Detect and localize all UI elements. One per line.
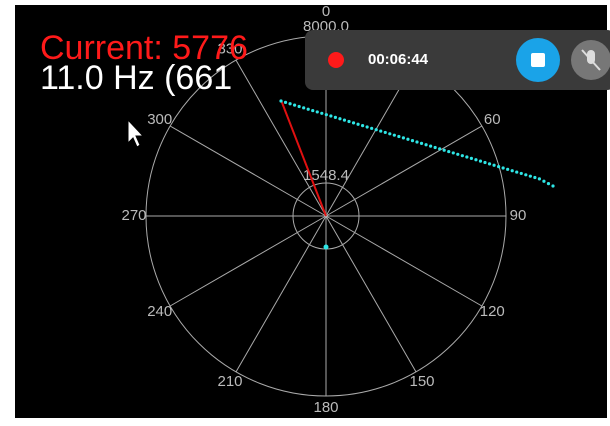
trace-dot [329, 114, 333, 118]
recorder-background [305, 30, 610, 90]
trace-dot [401, 136, 405, 140]
trace-dot [370, 126, 374, 130]
trace-dot [478, 159, 483, 163]
radial-line [325, 215, 483, 307]
radial-line [325, 215, 417, 373]
trace-dot [506, 167, 510, 171]
trace-dot [487, 162, 492, 166]
trace-dot [542, 179, 546, 183]
angle-label: 240 [147, 303, 172, 320]
trace-dot [410, 139, 415, 143]
trace-dot [306, 107, 310, 111]
trace-dot [293, 103, 297, 107]
trace-dot [415, 140, 419, 144]
trace-dot [447, 149, 451, 154]
trace-dot [519, 171, 523, 176]
trace-dot [546, 182, 551, 186]
trace-dot [433, 145, 437, 150]
trace-dot [347, 119, 351, 124]
trace-dot [456, 152, 460, 156]
angle-label: 210 [217, 373, 242, 390]
angle-label: 150 [409, 373, 434, 390]
stop-icon [531, 53, 545, 67]
angle-label: 180 [313, 399, 338, 416]
trace-dot [297, 104, 301, 109]
trace-dot [365, 125, 369, 129]
record-time: 00:06:44 [368, 51, 429, 68]
trace-dot [342, 118, 347, 122]
radial-line [235, 215, 327, 373]
trace-dot [438, 147, 442, 151]
trace-dot [320, 111, 324, 115]
trace-dot [497, 165, 501, 169]
trace-dot [465, 155, 469, 159]
angle-label: 270 [121, 207, 146, 224]
mouse-cursor [127, 118, 145, 148]
current-readout: Current: 5776 [40, 29, 248, 67]
angle-label: 330 [217, 41, 242, 58]
trace-dot [392, 133, 396, 137]
trace-dot [442, 148, 446, 152]
trace-dot [451, 151, 455, 155]
trace-dot [302, 106, 306, 110]
trace-dot [379, 129, 383, 133]
trace-dot [315, 110, 319, 114]
trace-dot [374, 128, 378, 132]
mic-icon [587, 50, 595, 64]
trace-dot [474, 158, 478, 162]
record-indicator [328, 52, 344, 68]
mute-button[interactable] [571, 40, 610, 80]
radial-line [235, 59, 327, 217]
trace-dot [469, 156, 473, 160]
trace-dot [510, 169, 514, 173]
radial-line [169, 125, 327, 217]
trace-dot [388, 132, 392, 136]
angle-label: 300 [147, 111, 172, 128]
trace-dot [419, 141, 424, 145]
stop-button[interactable] [516, 38, 560, 82]
trace-dot [460, 154, 464, 158]
trace-dot [311, 108, 315, 113]
recorder-bar: 00:06:44 [305, 30, 610, 90]
trace-dot [528, 174, 532, 178]
trace-dot [406, 137, 410, 141]
trace-dot [361, 124, 365, 128]
angle-label: 120 [480, 303, 505, 320]
radial-line [169, 215, 327, 307]
trace-dot [515, 170, 519, 174]
trace-dot [333, 115, 337, 119]
trace-dot [483, 160, 487, 165]
trace-dot [283, 100, 288, 104]
trace-dot [356, 122, 360, 126]
trace-dot [429, 144, 433, 148]
trace-dot [279, 99, 283, 103]
trace-dot [338, 117, 342, 121]
frequency-readout: 11.0 Hz (661 [40, 59, 232, 97]
current-needle [280, 99, 327, 217]
trace-dot [533, 175, 537, 180]
trace-dot [397, 134, 401, 139]
trace-dot [501, 166, 505, 170]
trace-dot [383, 130, 387, 135]
angle-label: 90 [510, 207, 527, 224]
angle-label: 60 [484, 111, 501, 128]
trace-dot [551, 184, 555, 188]
trace-dot [324, 113, 328, 117]
mute-slash [581, 49, 601, 71]
trace-dot [323, 244, 329, 250]
trace-dot [524, 173, 528, 177]
trace-dot [351, 121, 356, 125]
trace-dot [288, 102, 292, 106]
angle-label: 0 [322, 3, 330, 20]
inner-radius-label: 1548.4 [303, 167, 349, 184]
radial-line [325, 125, 483, 217]
trace-dot [424, 143, 428, 147]
trace-dot [492, 163, 496, 167]
trace-dot [537, 177, 542, 181]
